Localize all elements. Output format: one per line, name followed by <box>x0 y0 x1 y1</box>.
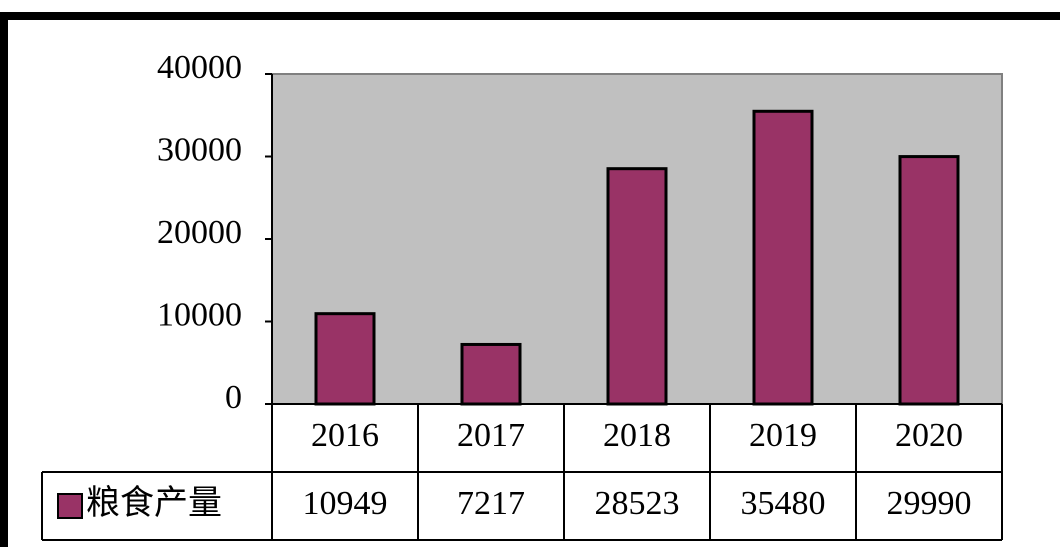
y-tick-label: 10000 <box>157 296 242 333</box>
bar <box>898 155 960 406</box>
table-value: 10949 <box>303 485 388 522</box>
table-value: 7217 <box>457 485 525 522</box>
legend-label: 粮食产量 <box>86 484 222 522</box>
bar <box>752 109 814 406</box>
x-tick-label: 2020 <box>895 417 963 454</box>
table-value: 29990 <box>887 485 972 522</box>
table-value: 28523 <box>595 485 680 522</box>
bar <box>460 342 522 406</box>
x-tick-label: 2016 <box>311 417 379 454</box>
x-tick-label: 2018 <box>603 417 671 454</box>
table-value: 35480 <box>741 485 826 522</box>
x-tick-label: 2017 <box>457 417 525 454</box>
y-tick-label: 30000 <box>157 131 242 168</box>
y-tick-label: 40000 <box>157 49 242 86</box>
x-tick-label: 2019 <box>749 417 817 454</box>
y-tick-label: 20000 <box>157 214 242 251</box>
y-tick-label: 0 <box>225 379 242 416</box>
legend-swatch <box>57 493 83 519</box>
bar <box>606 167 668 406</box>
bar <box>314 312 376 406</box>
